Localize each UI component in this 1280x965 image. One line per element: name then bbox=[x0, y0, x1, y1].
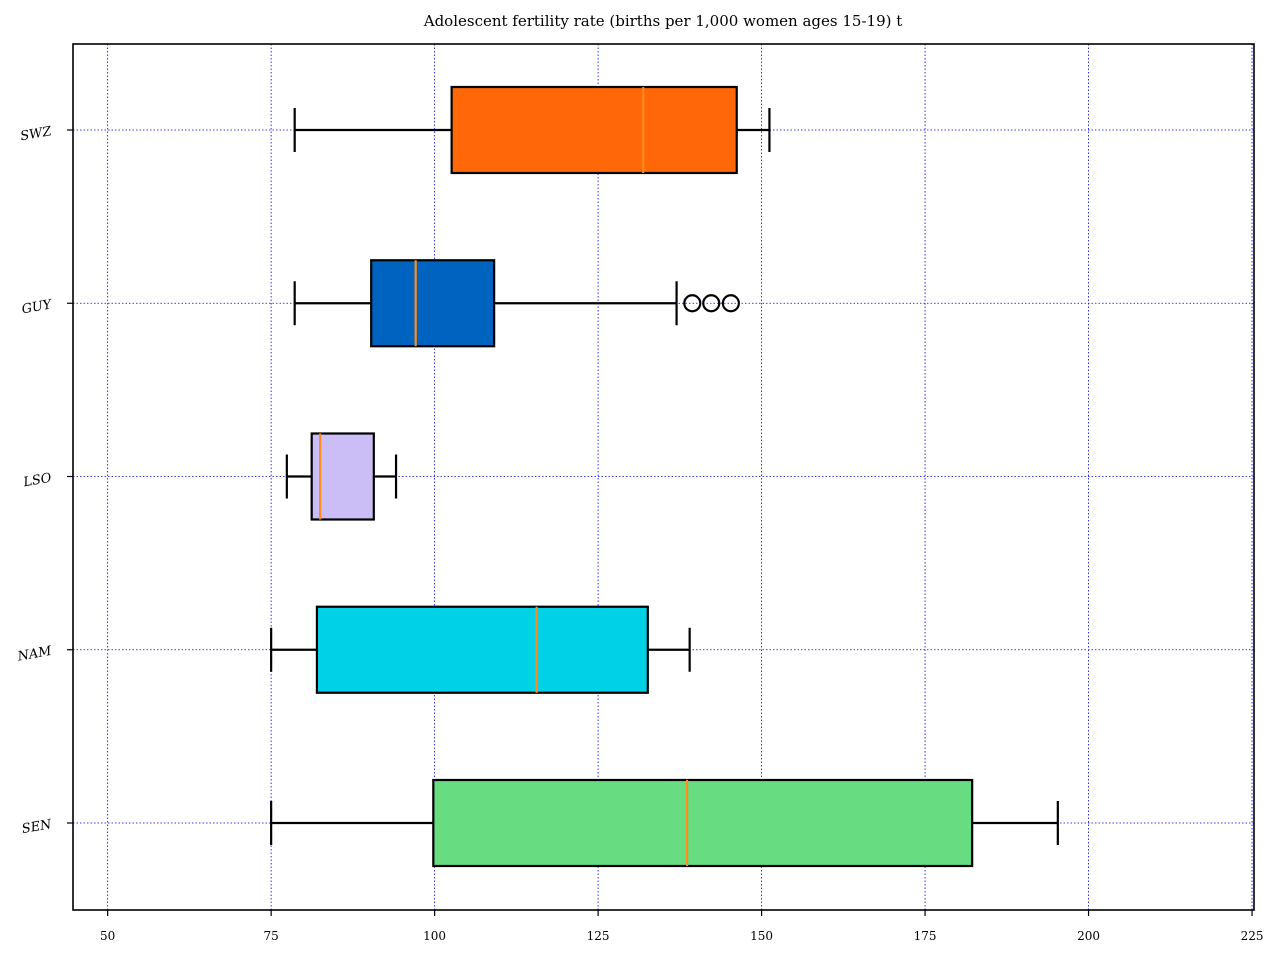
chart-title: Adolescent fertility rate (births per 1,… bbox=[423, 12, 903, 30]
box-iqr bbox=[370, 259, 496, 348]
box-group bbox=[270, 778, 1059, 868]
y-tick-label: NAM bbox=[16, 644, 54, 665]
box-iqr bbox=[432, 778, 974, 868]
x-tick-label: 75 bbox=[264, 929, 279, 943]
box-group bbox=[293, 259, 740, 348]
outlier-point bbox=[683, 294, 702, 313]
x-tick-label: 200 bbox=[1077, 929, 1100, 943]
x-tick-label: 50 bbox=[100, 929, 115, 943]
axis-layer: 50 75 100 125 150 175 200 225 SEN NAM LSO GUY SWZ bbox=[16, 124, 1264, 943]
box-group bbox=[293, 85, 771, 175]
x-tick-label: 225 bbox=[1241, 929, 1264, 943]
box-group bbox=[270, 605, 691, 694]
box-iqr bbox=[310, 432, 375, 521]
y-tick-label: GUY bbox=[21, 297, 54, 317]
box-layer bbox=[270, 85, 1059, 868]
y-tick-label: LSO bbox=[21, 471, 53, 491]
x-tick-label: 175 bbox=[914, 929, 937, 943]
grid-layer bbox=[73, 44, 1254, 910]
x-tick-label: 125 bbox=[587, 929, 610, 943]
y-tick-label: SWZ bbox=[19, 124, 53, 144]
outlier-point bbox=[702, 294, 721, 313]
x-tick-label: 150 bbox=[750, 929, 773, 943]
box-iqr bbox=[315, 605, 649, 694]
box-group bbox=[285, 432, 398, 521]
outlier-point bbox=[721, 294, 740, 313]
box-iqr bbox=[450, 85, 738, 175]
x-tick-label: 100 bbox=[423, 929, 446, 943]
y-tick-label: SEN bbox=[21, 817, 54, 837]
